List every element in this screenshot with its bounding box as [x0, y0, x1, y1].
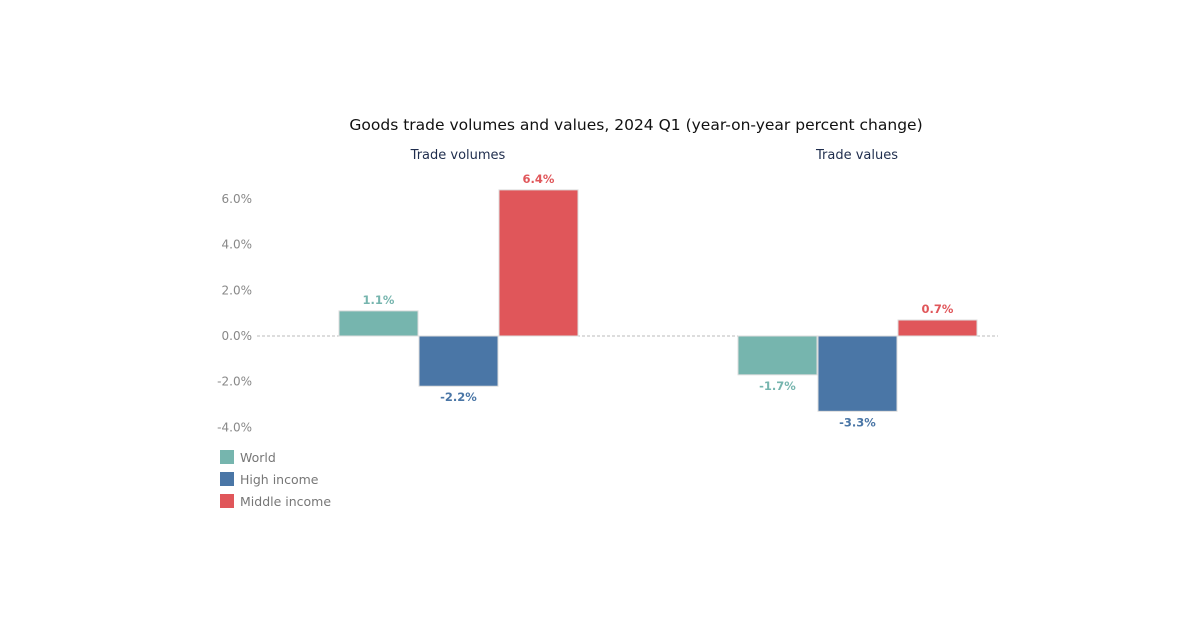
data-label: -2.2% [440, 390, 477, 404]
y-tick-label: 0.0% [222, 329, 253, 343]
bar-high-income [418, 335, 499, 387]
legend-label: High income [240, 472, 319, 487]
y-tick-label: -2.0% [217, 375, 252, 389]
chart-title: Goods trade volumes and values, 2024 Q1 … [349, 116, 922, 134]
data-label: 1.1% [363, 293, 395, 307]
data-label: 6.4% [523, 172, 555, 186]
bar-middle-income [498, 189, 579, 337]
legend-label: Middle income [240, 494, 331, 509]
y-tick-label: -4.0% [217, 420, 252, 434]
bar-world [737, 335, 818, 376]
panel-title-volumes: Trade volumes [410, 148, 506, 163]
y-tick-label: 4.0% [222, 238, 253, 252]
data-label: -1.7% [759, 379, 796, 393]
y-tick-label: 2.0% [222, 283, 253, 297]
bar-high-income [817, 335, 898, 412]
legend-swatch [220, 472, 234, 486]
y-tick-label: 6.0% [222, 192, 253, 206]
legend-label: World [240, 450, 276, 465]
data-label: -3.3% [839, 415, 876, 429]
legend-swatch [220, 494, 234, 508]
panel-title-values: Trade values [815, 148, 898, 163]
legend-swatch [220, 450, 234, 464]
data-label: 0.7% [922, 302, 954, 316]
bar-world [338, 310, 419, 337]
bar-middle-income [897, 319, 978, 337]
